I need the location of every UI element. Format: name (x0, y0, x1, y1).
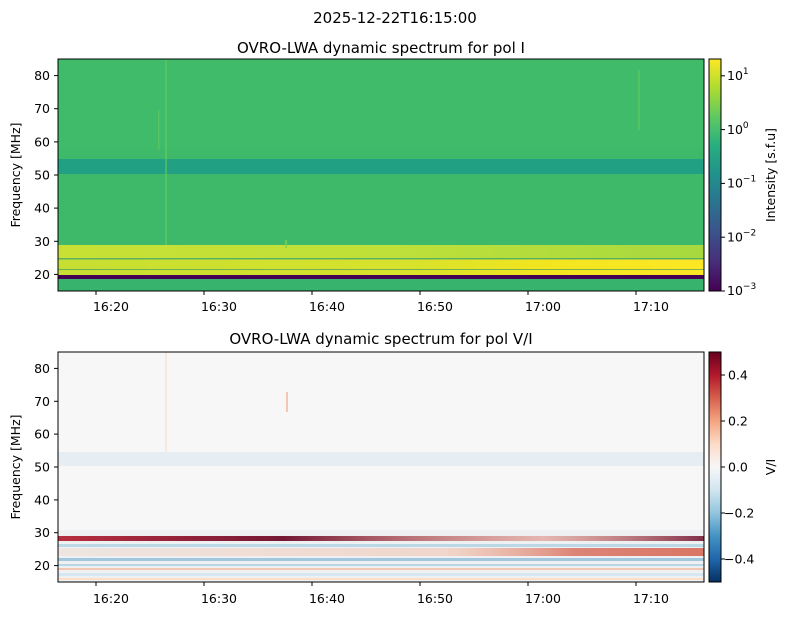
panel1-colorbar: 10−3 10−2 10−1 100 101 Intensity [s.f.u] (708, 58, 778, 298)
panel1-y-tick: 30 (34, 234, 50, 249)
panel2-y-label: Frequency [MHz] (8, 414, 23, 519)
panel1-heatmap (57, 58, 705, 292)
panel1-streak-4 (638, 70, 640, 130)
panel2-heatmap (57, 351, 705, 583)
panel2-stripe-blue-1 (58, 544, 704, 547)
panel1-y-tick: 70 (34, 101, 50, 116)
panel2-stripe-blue-2 (58, 558, 704, 561)
panel1-title: OVRO-LWA dynamic spectrum for pol I (237, 39, 525, 57)
panel2-streak-2 (286, 392, 288, 412)
panel2-colorbar-gradient (708, 351, 722, 583)
panel2-y-tick: 20 (34, 558, 50, 573)
panel2-y-axis: 20 30 40 50 60 70 80 Frequency [MHz] (8, 361, 58, 573)
panel2-x-tick: 16:40 (309, 591, 345, 606)
panel2-colorbar-label: V/I (763, 459, 778, 475)
panel1-y-tick: 40 (34, 201, 50, 216)
panel1-dark-line (58, 275, 704, 279)
panel1-cbar-tick: 10−1 (727, 175, 756, 191)
panel2-cbar-tick: 0.0 (728, 460, 748, 475)
panel1-colorbar-label: Intensity [s.f.u] (763, 128, 778, 222)
panel2-y-tick: 40 (34, 492, 50, 507)
panel1-x-tick: 16:30 (201, 299, 237, 314)
panel2-stripe-blue-4 (58, 573, 704, 576)
panel1-bright-band-upper (58, 245, 704, 259)
panel2-stripe-red-1 (58, 548, 704, 556)
figure-title: 2025-12-22T16:15:00 (313, 9, 477, 27)
panel2-colorbar: 0.4 0.2 0.0 −0.2 −0.4 V/I (708, 351, 778, 583)
panel1-x-tick: 17:00 (525, 299, 561, 314)
panel2-faint-band (58, 452, 704, 466)
panel2-x-tick: 16:50 (417, 591, 453, 606)
panel2-cbar-tick: −0.2 (724, 506, 754, 521)
panel2-streak-1 (165, 352, 167, 452)
panel1-x-tick: 16:20 (93, 299, 129, 314)
panel2-y-tick: 80 (34, 361, 50, 376)
panel1-y-tick: 80 (34, 68, 50, 83)
panel1-y-axis: 20 30 40 50 60 70 80 Frequency [MHz] (8, 68, 58, 282)
panel1-x-tick: 16:50 (417, 299, 453, 314)
panel1-y-tick: 20 (34, 267, 50, 282)
panel2-cbar-tick: 0.2 (728, 414, 748, 429)
panel1-cbar-tick: 10−2 (727, 229, 756, 245)
panel2-x-tick: 16:30 (201, 591, 237, 606)
panel2-cbar-tick: 0.4 (728, 368, 748, 383)
panel1-colorbar-gradient (708, 58, 722, 292)
panel2-cbar-tick: −0.4 (724, 552, 754, 567)
panel1-x-tick: 17:10 (633, 299, 669, 314)
panel1-x-tick: 16:40 (309, 299, 345, 314)
panel2-x-tick: 17:00 (525, 591, 561, 606)
panel2-y-tick: 30 (34, 525, 50, 540)
panel2-y-tick: 60 (34, 427, 50, 442)
panel1-streak-3 (285, 240, 287, 248)
panel2-x-axis: 16:20 16:30 16:40 16:50 17:00 17:10 (93, 582, 669, 606)
panel1-line-a (58, 258, 704, 260)
panel2-y-tick: 70 (34, 394, 50, 409)
panel2-y-tick: 50 (34, 460, 50, 475)
panel1-cbar-tick: 101 (727, 67, 749, 83)
panel1-x-axis: 16:20 16:30 16:40 16:50 17:00 17:10 (93, 291, 669, 314)
panel2-stripe-blue-3 (58, 564, 704, 566)
panel2-x-tick: 16:20 (93, 591, 129, 606)
panel1-dark-band (58, 159, 704, 174)
panel2-x-tick: 17:10 (633, 591, 669, 606)
panel2-stripe-red-2 (58, 568, 704, 570)
panel1-y-tick: 60 (34, 134, 50, 149)
panel1-streak-2 (158, 110, 160, 150)
panel1-y-tick: 50 (34, 168, 50, 183)
panel1-cbar-tick: 100 (727, 121, 749, 137)
panel2-title: OVRO-LWA dynamic spectrum for pol V/I (229, 330, 532, 348)
panel1-below-line (58, 279, 704, 291)
panel1-upper-tone (58, 59, 704, 149)
panel1-streak-1 (165, 59, 167, 245)
panel1-bright-band-lower (58, 259, 704, 277)
panel1-line-b (58, 269, 704, 270)
panel1-cbar-tick: 10−3 (727, 282, 756, 298)
panel2-red-stripe (58, 536, 704, 541)
panel2-stripe-red-3 (58, 578, 704, 580)
panel1-y-label: Frequency [MHz] (8, 122, 23, 227)
